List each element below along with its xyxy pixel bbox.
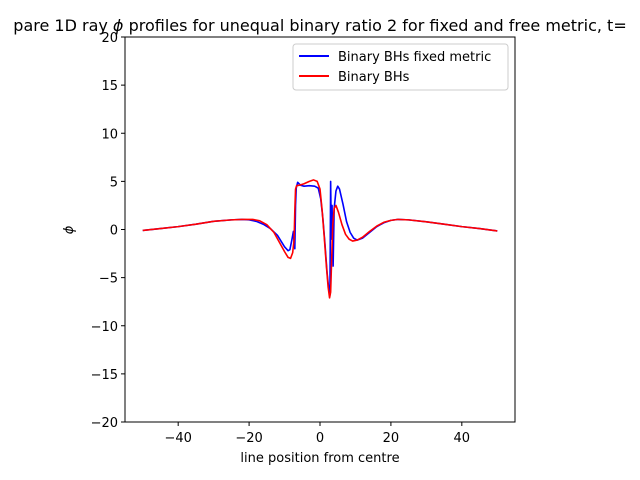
- x-axis: −40 −20 0 20 40: [164, 422, 470, 446]
- legend: Binary BHs fixed metric Binary BHs: [292, 43, 509, 91]
- y-tick-label: −15: [91, 368, 118, 383]
- x-axis-label: line position from centre: [240, 451, 399, 466]
- y-axis: −20 −15 −10 −5 0 5 10 15 20: [91, 31, 125, 431]
- y-tick-label: 5: [110, 175, 118, 190]
- y-tick-label: −5: [99, 272, 118, 287]
- y-tick-label: −10: [91, 320, 118, 335]
- title-phi-symbol: ϕ: [113, 16, 124, 35]
- x-tick-label: 40: [454, 431, 471, 446]
- chart-title: pare 1D ray ϕ profiles for unequal binar…: [13, 16, 626, 35]
- y-tick-label: −20: [91, 416, 118, 431]
- legend-label-binary-bhs: Binary BHs: [338, 70, 410, 85]
- x-tick-label: −40: [164, 431, 191, 446]
- y-tick-label: 0: [110, 224, 118, 239]
- x-tick-label: 0: [316, 431, 324, 446]
- x-tick-label: 20: [383, 431, 400, 446]
- series-line-binary-bhs: [142, 179, 498, 299]
- y-tick-label: 15: [101, 79, 118, 94]
- y-tick-label: 20: [101, 31, 118, 46]
- x-tick-label: −20: [235, 431, 262, 446]
- y-axis-label: ϕ: [62, 225, 77, 234]
- series-layer: [142, 179, 498, 299]
- legend-box: [292, 43, 509, 91]
- y-tick-label: 10: [101, 127, 118, 142]
- legend-label-fixed-metric: Binary BHs fixed metric: [338, 50, 491, 65]
